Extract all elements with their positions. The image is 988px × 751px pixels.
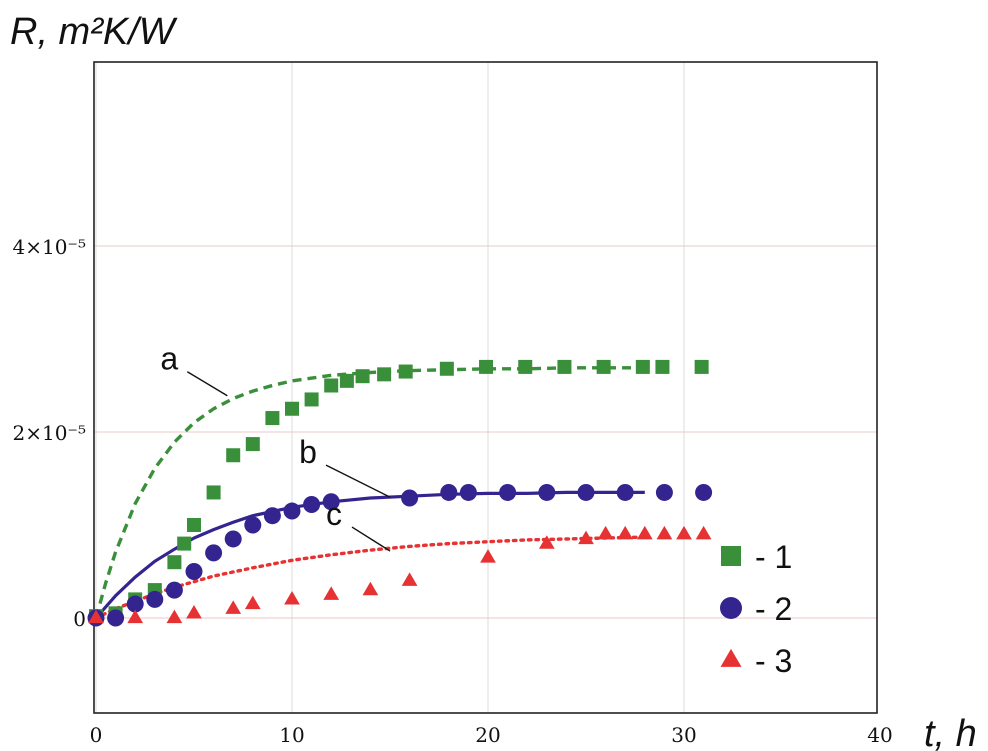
data-point-square [177,536,192,551]
data-point-triangle [656,525,673,540]
data-point-circle [401,489,419,507]
legend-marker-circle [720,597,742,619]
data-point-square [187,518,201,532]
data-point-circle [146,590,164,608]
data-point-circle [283,502,301,520]
data-point-square [206,485,221,500]
annotation-leader-b [325,464,391,498]
data-point-circle [303,496,321,514]
data-point-circle [499,483,517,501]
data-point-triangle [578,530,594,545]
data-point-triangle [695,525,712,540]
legend-marker-square [721,546,741,566]
x-axis-title: t, h [924,713,977,751]
data-point-square [377,367,392,382]
data-point-triangle [362,581,379,596]
data-point-square [518,359,533,374]
data-point-circle [165,581,183,599]
data-point-triangle [617,525,634,540]
data-point-square [557,359,572,374]
data-point-circle [655,483,673,501]
data-point-triangle [401,572,418,586]
fit-lines [94,366,647,620]
data-point-square [694,359,709,374]
data-point-triangle [186,604,202,619]
x-tick-label: 20 [475,723,500,747]
annotation-c: c [326,496,342,532]
data-point-circle [185,563,203,580]
data-point-square [324,378,339,393]
y-tick-label: 4×10⁻⁵ [12,235,86,259]
x-tick-label: 30 [671,723,696,747]
data-point-square [245,437,260,452]
data-point-circle [538,483,556,501]
data-point-square [439,361,454,376]
legend-label: - 3 [755,643,792,679]
data-point-circle [577,483,595,501]
legend-label: - 1 [755,539,792,575]
y-axis-title: R, m²K/W [10,11,178,53]
annotation-leader-a [186,371,228,397]
data-point-square [398,364,413,379]
data-points [87,359,713,627]
data-point-triangle [284,591,300,605]
plot-frame [93,61,878,714]
data-point-square [479,359,494,374]
legend-marker-triangle [720,648,742,667]
x-tick-label: 40 [867,723,892,747]
y-axis-ticks: 0 2×10⁻⁵ 4×10⁻⁵ [12,235,86,631]
data-point-circle [440,483,458,501]
x-tick-label: 0 [90,723,103,747]
data-point-square [339,373,354,388]
annotation-b: b [299,434,317,470]
data-point-triangle [225,600,242,614]
data-point-triangle [166,609,183,624]
x-tick-label: 10 [279,723,304,747]
data-point-triangle [127,609,144,624]
x-axis-ticks: 0 10 20 30 40 [90,723,893,747]
data-point-circle [244,516,262,534]
annotation-leader-c [351,526,391,552]
data-point-circle [695,483,713,501]
data-point-triangle [244,595,261,610]
data-point-circle [107,609,125,627]
data-point-triangle [480,549,496,563]
data-point-square [167,555,182,570]
data-point-square [265,411,280,426]
data-point-circle [263,507,281,525]
data-point-square [226,448,241,463]
data-point-square [635,359,650,374]
curve-annotations: a bc [160,341,391,552]
data-point-square [285,401,299,416]
data-point-triangle [636,525,653,540]
data-point-circle [126,595,144,613]
legend: - 1 - 2 - 3 [720,539,792,679]
data-point-square [304,392,319,407]
annotation-a: a [160,341,178,377]
data-point-triangle [88,609,104,624]
data-point-circle [205,544,223,562]
y-tick-label: 2×10⁻⁵ [12,421,86,445]
data-point-circle [224,530,242,548]
data-point-square [596,359,611,374]
grid [94,62,877,713]
y-tick-label: 0 [73,607,86,631]
data-point-circle [322,493,340,511]
data-point-square [655,359,670,374]
data-point-triangle [597,525,614,540]
data-point-triangle [323,586,340,600]
data-point-circle [459,483,477,501]
data-point-square [355,369,370,384]
data-point-circle [616,483,634,501]
data-point-triangle [538,535,555,549]
legend-label: - 2 [755,591,792,627]
data-point-triangle [676,525,692,540]
